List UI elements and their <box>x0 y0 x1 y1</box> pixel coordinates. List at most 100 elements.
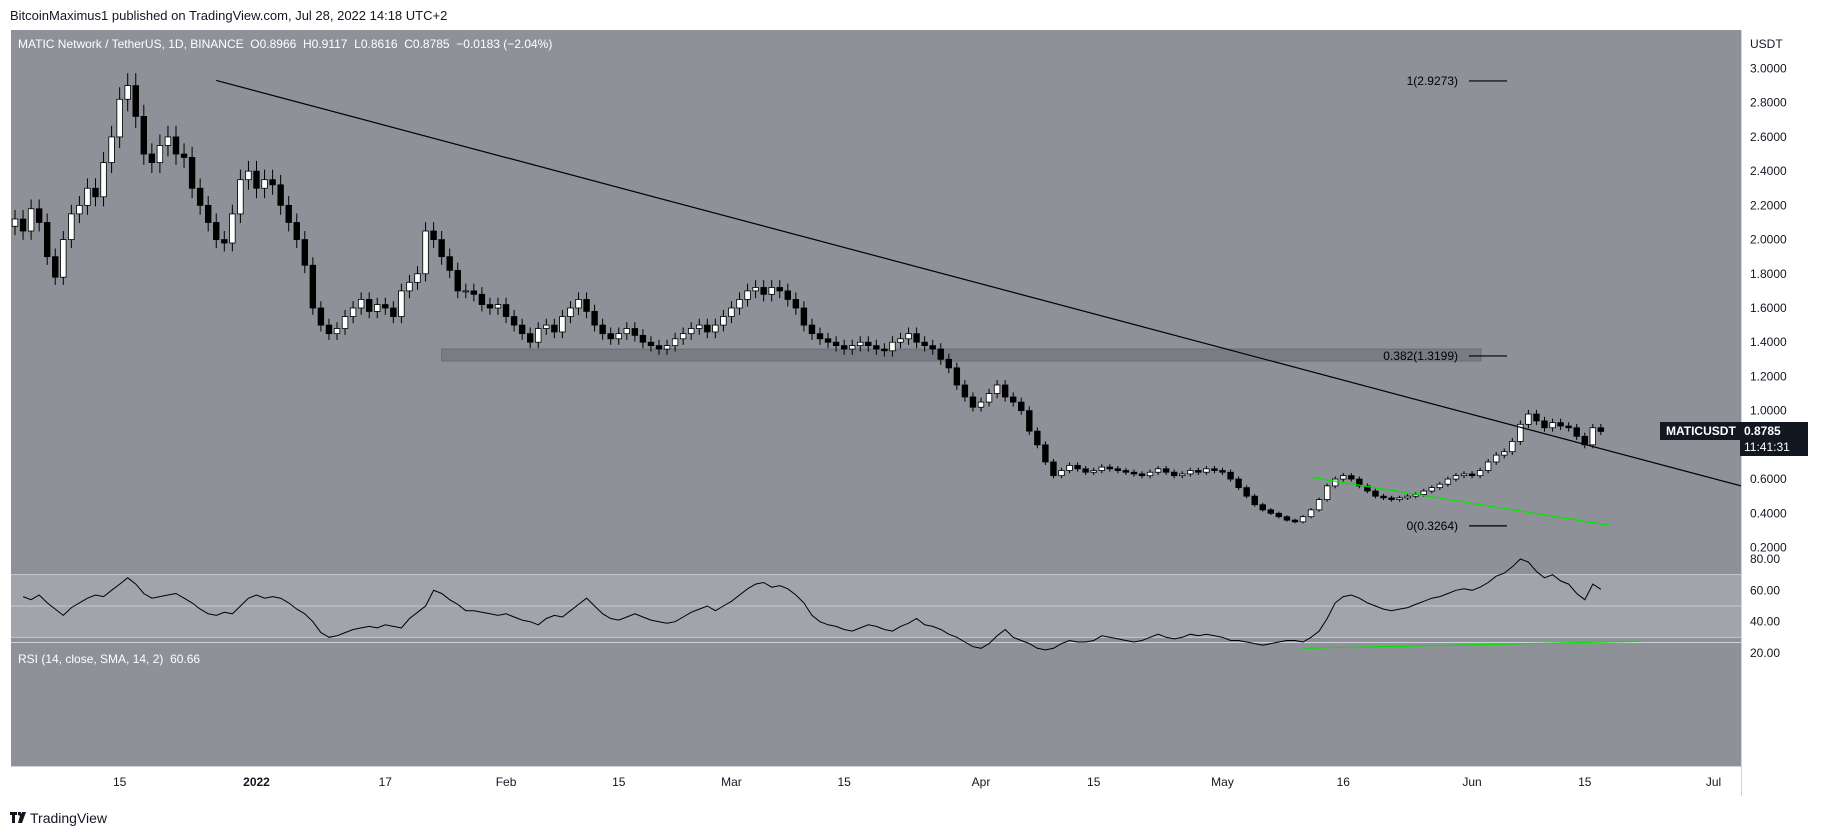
candle-body <box>808 324 816 335</box>
candle <box>164 125 172 157</box>
candle-body <box>1211 468 1218 471</box>
time-tick-label: 15 <box>837 775 851 789</box>
candle <box>35 199 43 232</box>
candle-body <box>688 328 695 335</box>
candle-body <box>865 341 872 347</box>
candle-body <box>752 287 759 292</box>
time-tick-label: 15 <box>113 775 127 789</box>
candle <box>881 343 888 357</box>
candle <box>1251 494 1258 507</box>
candle <box>277 174 284 215</box>
candle <box>671 332 679 352</box>
candle <box>1444 476 1452 487</box>
rsi-plot-area[interactable] <box>11 643 1741 766</box>
candle-body <box>1001 384 1009 398</box>
candle-body <box>1235 478 1242 489</box>
candle <box>1267 508 1274 515</box>
candle <box>1114 465 1122 474</box>
candle <box>655 339 663 355</box>
candle <box>1058 467 1065 479</box>
candle <box>269 169 276 195</box>
candle <box>623 322 630 340</box>
candle-body <box>897 338 904 343</box>
candle-body <box>1396 497 1403 500</box>
candle-body <box>1573 427 1580 437</box>
candle-body <box>1509 441 1516 453</box>
candle <box>1372 488 1379 499</box>
candle <box>873 339 880 355</box>
candle <box>1275 511 1283 519</box>
candle-body <box>559 316 566 333</box>
candle <box>510 309 518 332</box>
candle-body <box>1428 487 1435 492</box>
candle <box>712 318 719 339</box>
candle-body <box>502 304 510 317</box>
high-value: 0.9117 <box>311 37 348 51</box>
candle-body <box>213 222 220 240</box>
candle-body <box>317 307 325 326</box>
candle-body <box>1444 478 1452 485</box>
candle-body <box>1597 427 1605 432</box>
candle-body <box>446 256 453 271</box>
candle <box>1074 462 1081 472</box>
rsi-axis-ticks: 80.00 60.00 40.00 20.00 <box>1750 552 1780 660</box>
price-plot-area[interactable] <box>11 30 1741 642</box>
candle-body <box>1154 468 1162 473</box>
candle-body <box>1420 490 1427 495</box>
candle <box>945 353 952 374</box>
time-tick-label: 15 <box>1087 775 1101 789</box>
candle <box>414 266 421 290</box>
candle <box>204 195 212 232</box>
candle <box>430 222 437 249</box>
candle <box>301 231 308 274</box>
rsi-label: RSI (14, close, SMA, 14, 2) <box>18 652 164 666</box>
time-tick-label: Feb <box>496 775 517 789</box>
candle <box>800 301 808 332</box>
candle-body <box>527 333 534 343</box>
candle-body <box>422 230 429 275</box>
candle-body <box>760 287 767 295</box>
candle <box>518 318 526 340</box>
candle-body <box>639 334 647 343</box>
candle <box>341 309 349 335</box>
candle <box>696 318 703 335</box>
rsi-tick-label: 20.00 <box>1750 646 1780 660</box>
candle <box>535 322 542 349</box>
candle <box>19 209 27 240</box>
publisher-header: BitcoinMaximus1 published on TradingView… <box>10 8 448 23</box>
candle <box>857 336 864 352</box>
candle-body <box>414 273 421 283</box>
candle-body <box>583 299 590 312</box>
candle-body <box>671 338 679 347</box>
candle-body <box>849 345 856 350</box>
price-tick-label: 0.6000 <box>1750 472 1787 486</box>
candle-body <box>591 311 598 326</box>
candle <box>309 257 317 315</box>
tradingview-footer[interactable]: TradingView <box>10 809 107 826</box>
candle <box>1010 392 1017 407</box>
candle-body <box>1162 468 1170 473</box>
candle <box>969 392 977 412</box>
chart-canvas[interactable]: 1(2.9273) 0.382(1.3199) 0(0.3264) <box>11 30 1741 766</box>
candle-body <box>365 299 373 312</box>
candle <box>905 327 912 345</box>
candle <box>1509 437 1516 455</box>
candle <box>953 362 961 390</box>
candle-body <box>188 157 196 189</box>
candle <box>1380 494 1387 500</box>
candle-body <box>11 218 19 227</box>
candle <box>840 339 848 355</box>
candle-body <box>1493 454 1500 463</box>
candle <box>1533 409 1540 425</box>
candle <box>865 336 872 352</box>
candle <box>196 178 204 215</box>
candle-body <box>1171 471 1178 477</box>
candle <box>253 160 260 199</box>
bar-countdown-badge: 11:41:31 <box>1740 438 1808 457</box>
time-tick-label: 15 <box>612 775 626 789</box>
fib-label: 0(0.3264) <box>1407 519 1458 533</box>
candle <box>527 327 534 349</box>
candle-body <box>792 299 800 309</box>
candle-body <box>1372 490 1379 497</box>
candle-body <box>857 341 864 347</box>
